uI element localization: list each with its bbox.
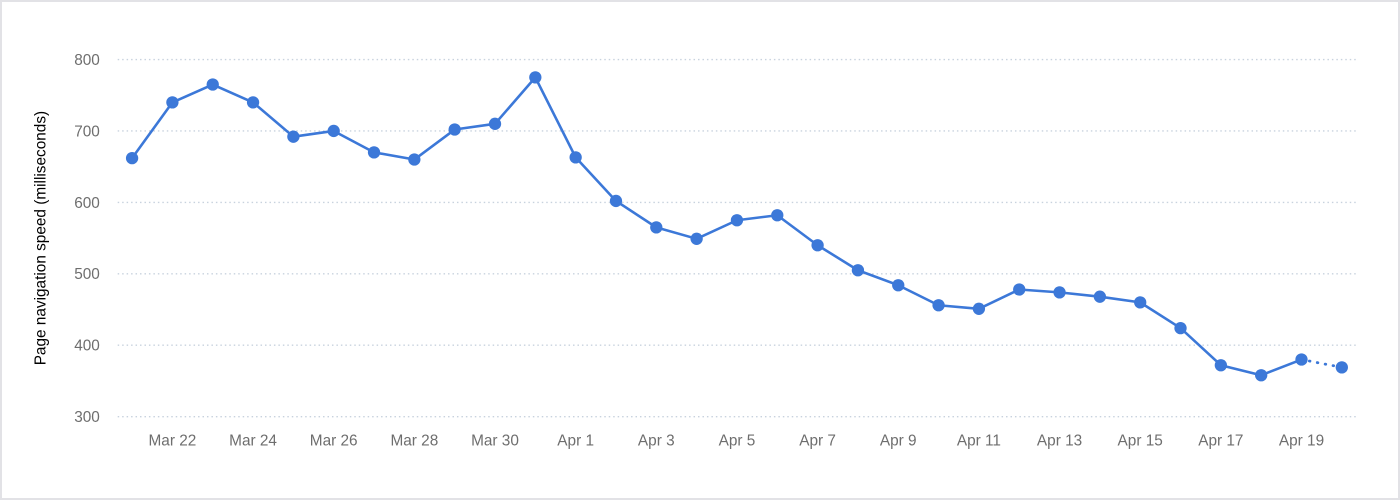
x-tick-label: Mar 22 (148, 432, 196, 449)
x-tick-label: Apr 15 (1118, 432, 1163, 449)
x-tick-label: Apr 19 (1279, 432, 1324, 449)
data-point-marker[interactable] (408, 153, 421, 166)
x-tick-label: Mar 26 (310, 432, 358, 449)
data-point-marker[interactable] (488, 117, 502, 130)
x-tick-label: Apr 7 (799, 432, 836, 449)
data-point-marker[interactable] (892, 279, 905, 292)
data-point-marker[interactable] (690, 232, 703, 245)
data-point-marker[interactable] (609, 194, 623, 208)
data-point-marker[interactable] (166, 96, 179, 109)
data-point-marker[interactable] (1134, 296, 1147, 309)
data-point-marker[interactable] (448, 123, 461, 136)
x-tick-label: Apr 1 (557, 432, 594, 449)
x-tick-label: Apr 11 (957, 432, 1001, 449)
data-point-marker[interactable] (529, 71, 542, 84)
data-point-marker[interactable] (1013, 283, 1026, 296)
y-tick-label: 700 (74, 123, 100, 140)
data-point-marker[interactable] (569, 151, 582, 164)
x-tick-label: Apr 3 (638, 432, 675, 449)
data-point-marker[interactable] (287, 130, 300, 143)
data-point-marker[interactable] (206, 78, 219, 91)
series-line (130, 76, 1303, 377)
data-point-marker[interactable] (327, 124, 340, 138)
data-point-marker[interactable] (972, 302, 986, 315)
x-tick-label: Mar 28 (390, 432, 438, 449)
data-point-marker[interactable] (1093, 290, 1107, 303)
x-tick-label: Apr 5 (719, 432, 756, 449)
data-point-marker[interactable] (1295, 353, 1308, 366)
y-tick-label: 500 (74, 266, 100, 283)
data-point-marker[interactable] (932, 299, 945, 312)
data-point-marker[interactable] (811, 239, 824, 252)
data-point-marker[interactable] (650, 221, 663, 234)
y-tick-label: 800 (74, 52, 100, 69)
y-tick-label: 300 (74, 409, 100, 426)
x-tick-label: Apr 17 (1198, 432, 1243, 449)
data-point-marker[interactable] (851, 264, 865, 277)
y-axis-title: Page navigation speed (milliseconds) (32, 111, 49, 365)
series-line-forecast-segment (1300, 358, 1344, 369)
x-tick-label: Apr 9 (880, 432, 917, 449)
data-point-marker[interactable] (1214, 359, 1228, 372)
data-point-marker[interactable] (125, 151, 139, 165)
data-point-marker[interactable] (1335, 361, 1348, 374)
grid-layer (117, 58, 1356, 418)
series-layer (125, 71, 1348, 382)
x-tick-label: Apr 13 (1037, 432, 1082, 449)
axis-labels-layer: 300 400 500 600 700 800 Mar 22 Mar 24 Mar 26 Mar … (74, 52, 1324, 450)
y-tick-label: 600 (74, 195, 100, 212)
data-point-marker[interactable] (1255, 369, 1268, 382)
data-point-marker[interactable] (1053, 286, 1066, 299)
data-point-marker[interactable] (246, 96, 260, 109)
x-tick-label: Mar 24 (229, 432, 277, 449)
data-point-marker[interactable] (730, 214, 744, 227)
data-point-marker[interactable] (367, 146, 381, 159)
data-point-marker[interactable] (1174, 321, 1187, 335)
x-tick-label: Mar 30 (471, 432, 519, 449)
y-tick-label: 400 (74, 338, 100, 355)
data-point-marker[interactable] (771, 209, 784, 222)
